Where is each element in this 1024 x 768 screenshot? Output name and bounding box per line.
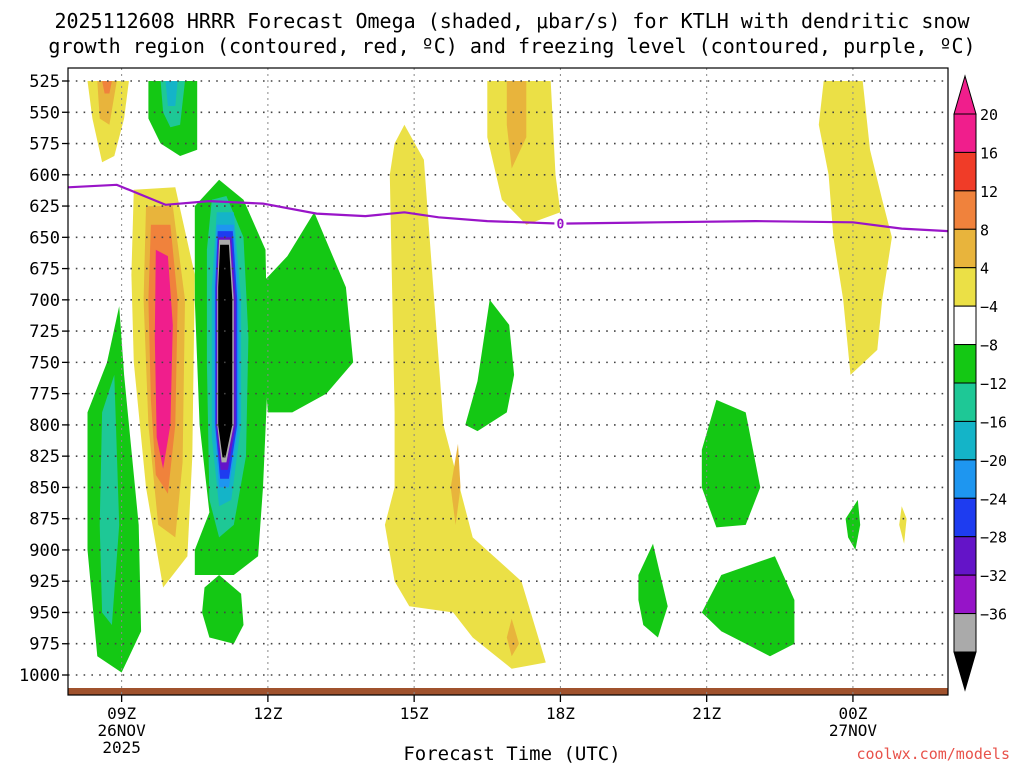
y-tick-label-575: 575 xyxy=(29,135,60,155)
colorbar-bottom-arrow xyxy=(953,651,977,692)
colorbar-label-8: −16 xyxy=(980,413,1007,431)
freezing-level-layer: 0 xyxy=(67,183,949,233)
omega-region-4-3 xyxy=(487,81,561,225)
omega-region-neg12-28 xyxy=(165,81,178,106)
y-tick-label-1000: 1000 xyxy=(19,666,60,686)
colorbar-bin-3 xyxy=(953,228,977,269)
y-tick-label-650: 650 xyxy=(29,228,60,248)
x-tick-label-18-0: 18Z xyxy=(546,704,575,723)
y-tick-label-700: 700 xyxy=(29,291,60,311)
y-tick-label-550: 550 xyxy=(29,103,60,123)
omega-region-8-6 xyxy=(97,81,117,125)
omega-region-neg4-21 xyxy=(701,399,761,528)
omega-region-neg4-17 xyxy=(258,212,354,413)
colorbar-bin-1 xyxy=(953,151,977,192)
colorbar-label-9: −20 xyxy=(980,452,1007,470)
chart-title-line2: growth region (contoured, red, ºC) and f… xyxy=(48,34,976,58)
credit-link[interactable]: coolwx.com/models xyxy=(856,745,1010,763)
colorbar-bin-8 xyxy=(953,420,977,461)
y-tick-label-725: 725 xyxy=(29,322,60,342)
y-tick-label-625: 625 xyxy=(29,197,60,217)
y-tick-label-900: 900 xyxy=(29,541,60,561)
y-tick-label-775: 775 xyxy=(29,385,60,405)
y-tick-label-675: 675 xyxy=(29,260,60,280)
colorbar-label-11: −28 xyxy=(980,529,1007,547)
x-axis-label: Forecast Time (UTC) xyxy=(403,743,621,765)
omega-region-8-10 xyxy=(506,618,519,657)
y-tick-label-800: 800 xyxy=(29,416,60,436)
x-tick-label-15-0: 15Z xyxy=(400,704,429,723)
x-tick-label-9-1: 26NOV xyxy=(98,721,147,740)
colorbar-label-2: 12 xyxy=(980,183,998,201)
x-tick-label-12-0: 12Z xyxy=(253,704,282,723)
omega-region-4-2 xyxy=(384,124,546,669)
colorbar-bin-11 xyxy=(953,536,977,576)
y-tick-label-875: 875 xyxy=(29,510,60,530)
colorbar-bin-13 xyxy=(953,613,977,653)
colorbar-bin-5 xyxy=(953,305,977,346)
omega-region-neg4-18 xyxy=(202,575,244,644)
colorbar-bin-7 xyxy=(953,382,977,422)
colorbar-label-6: −8 xyxy=(980,337,998,355)
freezing-label-bg xyxy=(554,215,567,231)
x-tick-label-24-0: 00Z xyxy=(838,704,867,723)
omega-region-8-8 xyxy=(506,81,527,169)
y-tick-label-950: 950 xyxy=(29,603,60,623)
freezing-level-line xyxy=(67,183,949,233)
colorbar-label-7: −12 xyxy=(980,375,1007,393)
colorbar-label-10: −24 xyxy=(980,490,1007,508)
chart-title-line1: 2025112608 HRRR Forecast Omega (shaded, … xyxy=(54,9,970,33)
x-tick-label-9-0: 09Z xyxy=(107,704,136,723)
omega-region-neg8-26 xyxy=(99,374,120,625)
omega-region-8-9 xyxy=(450,443,461,525)
x-tick-label-21-0: 21Z xyxy=(692,704,721,723)
y-tick-label-600: 600 xyxy=(29,166,60,186)
omega-shaded-regions xyxy=(68,81,948,695)
colorbar-label-1: 16 xyxy=(980,144,998,162)
colorbar-top-arrow xyxy=(953,74,977,115)
y-tick-label-925: 925 xyxy=(29,572,60,592)
axes: 525 550 575 600 625 650 675 700 725 750 775 800 825 8… xyxy=(19,67,949,757)
colorbar-bin-2 xyxy=(953,190,977,230)
colorbar-label-0: 20 xyxy=(980,106,998,124)
omega-region-4-5 xyxy=(899,506,907,544)
y-tick-label-825: 825 xyxy=(29,447,60,467)
y-tick-label-975: 975 xyxy=(29,635,60,655)
ground-strip xyxy=(68,688,948,695)
y-tick-label-850: 850 xyxy=(29,478,60,498)
freezing-level-label: 0 xyxy=(556,218,564,233)
colorbar-bin-4 xyxy=(953,267,977,307)
omega-region-neg4-20 xyxy=(638,543,668,638)
colorbar-bin-9 xyxy=(953,459,977,499)
x-tick-label-9-2: 2025 xyxy=(102,738,141,757)
colorbar: 20 16 12 8 4 −4 −8 −12 −16 −20 −24 −28 −32 −36 xyxy=(953,74,1007,692)
colorbar-label-4: 4 xyxy=(980,260,989,278)
colorbar-label-3: 8 xyxy=(980,221,989,239)
omega-region-4-4 xyxy=(818,81,892,375)
colorbar-bin-12 xyxy=(953,574,977,615)
colorbar-label-13: −36 xyxy=(980,606,1007,624)
colorbar-bin-10 xyxy=(953,497,977,538)
colorbar-label-5: −4 xyxy=(980,298,998,316)
omega-region-neg36-33 xyxy=(218,244,233,458)
x-tick-label-24-1: 27NOV xyxy=(829,721,878,740)
omega-region-neg4-19 xyxy=(465,299,515,432)
omega-region-12-12 xyxy=(102,81,112,94)
omega-region-20-13 xyxy=(154,249,173,469)
y-tick-label-525: 525 xyxy=(29,72,60,92)
plot-frame xyxy=(67,67,949,696)
colorbar-label-12: −32 xyxy=(980,567,1007,585)
colorbar-bin-0 xyxy=(953,113,977,153)
colorbar-bin-6 xyxy=(953,344,977,384)
y-tick-label-750: 750 xyxy=(29,353,60,373)
grid-lines xyxy=(68,68,948,695)
